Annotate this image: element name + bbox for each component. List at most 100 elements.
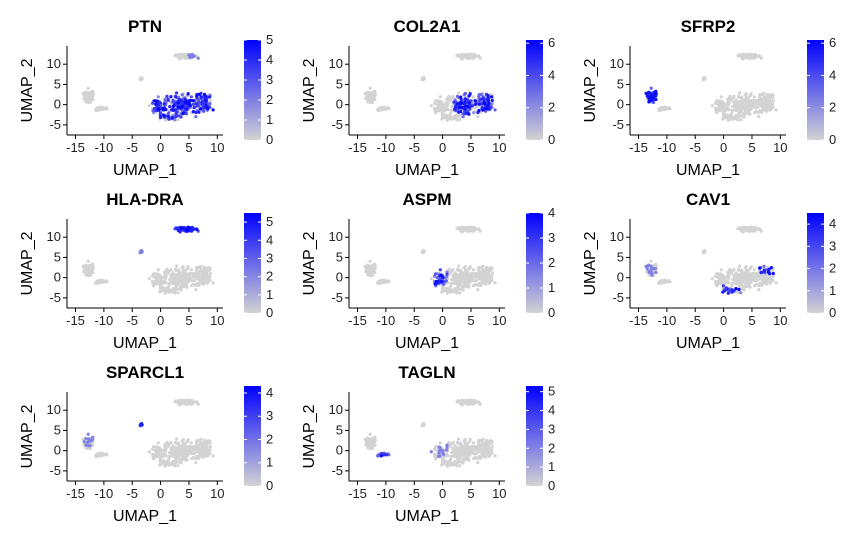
cell-point [91, 97, 95, 102]
cell-point [176, 105, 180, 109]
colorbar-tick-label: 3 [266, 72, 273, 87]
cell-point [177, 53, 181, 58]
cell-point [190, 279, 194, 283]
cell-point [758, 277, 762, 281]
cell-point [151, 272, 156, 276]
cell-point [81, 264, 85, 268]
cell-point [373, 443, 377, 448]
colorbar [244, 213, 261, 313]
cell-point [739, 118, 743, 122]
cell-point [159, 288, 163, 292]
cell-point [448, 287, 453, 291]
colorbar-tick-label: 0 [266, 478, 273, 493]
x-tick-label: 5 [467, 313, 474, 328]
cell-point [719, 95, 723, 99]
cell-point [174, 112, 178, 116]
x-tick-label: 10 [773, 140, 787, 155]
cell-point [438, 447, 443, 451]
cell-point [471, 95, 475, 99]
cell-point [740, 226, 744, 230]
cell-point [736, 115, 741, 119]
cell-point [365, 90, 370, 95]
cell-point [147, 450, 151, 454]
colorbar-tick-label: 1 [266, 455, 273, 470]
cell-point [207, 268, 211, 272]
cell-point [150, 101, 155, 105]
cell-point [463, 97, 467, 101]
cell-point [740, 103, 744, 107]
cell-point [769, 106, 773, 110]
cell-point [744, 95, 748, 99]
cell-point [81, 437, 85, 441]
cell-point [179, 115, 183, 119]
cell-point [742, 228, 746, 232]
colorbar-tick-label: 1 [266, 287, 273, 302]
cell-point [448, 443, 452, 448]
cell-point [757, 288, 761, 292]
cell-point [459, 105, 463, 110]
colorbar-tick-label: 3 [266, 408, 273, 423]
y-tick-label: 0 [336, 97, 343, 112]
cell-point [139, 249, 143, 254]
cell-point [196, 56, 200, 60]
cell-point [748, 274, 752, 278]
cell-point [450, 105, 455, 109]
cell-point [86, 259, 90, 263]
cell-point [464, 281, 469, 285]
y-tick-label: -5 [49, 290, 61, 305]
y-tick-label: -5 [612, 290, 624, 305]
cell-point [467, 267, 471, 271]
cell-point [710, 277, 714, 281]
cell-point [487, 454, 491, 458]
cell-point [482, 102, 487, 106]
cell-point [373, 267, 377, 271]
cell-point [373, 270, 377, 275]
cell-point [736, 291, 740, 295]
cell-point [729, 270, 733, 275]
cell-point [644, 264, 648, 268]
cell-point [175, 269, 179, 273]
y-tick-label: -5 [331, 290, 343, 305]
cell-point [726, 291, 730, 295]
y-tick-label: -5 [331, 463, 343, 478]
cell-point [445, 102, 449, 106]
cell-point [195, 450, 199, 454]
cell-point [476, 461, 480, 465]
colorbar-tick-label: 6 [548, 35, 555, 50]
cell-point [435, 276, 439, 280]
cell-point [201, 95, 205, 99]
feature-plot-sparcl1: SPARCL1 -15 -10 -5 0 5 10 -5 0 5 10 UMAP_1 UMAP_2 0 1 2… [0, 356, 287, 533]
cell-point [729, 114, 734, 118]
cell-point [459, 101, 463, 105]
x-tick-label: -5 [126, 313, 138, 328]
cell-point [774, 281, 778, 285]
cell-point [180, 452, 184, 456]
cell-point [197, 265, 201, 269]
cell-point [381, 107, 385, 112]
cell-point [204, 99, 208, 103]
cell-point [461, 401, 465, 405]
cell-point [459, 276, 463, 280]
cell-point [371, 436, 375, 440]
cell-point [163, 448, 167, 452]
cell-point [771, 271, 775, 276]
cell-point [186, 280, 190, 284]
cell-point [767, 99, 771, 103]
cell-point [196, 282, 200, 286]
cell-point [481, 281, 485, 285]
x-tick-label: -10 [94, 486, 113, 501]
cell-point [192, 54, 196, 58]
colorbar [244, 386, 261, 486]
cell-point [758, 228, 762, 232]
cell-point [383, 106, 387, 110]
cell-point [181, 53, 185, 57]
y-tick-label: 0 [336, 270, 343, 285]
cell-point [201, 278, 206, 283]
cell-point [454, 105, 458, 110]
cell-point [468, 280, 472, 284]
cell-point [86, 86, 90, 90]
cell-point [744, 268, 748, 272]
cell-point [192, 106, 196, 110]
x-tick-label: -10 [94, 140, 113, 155]
cell-point [743, 106, 747, 110]
